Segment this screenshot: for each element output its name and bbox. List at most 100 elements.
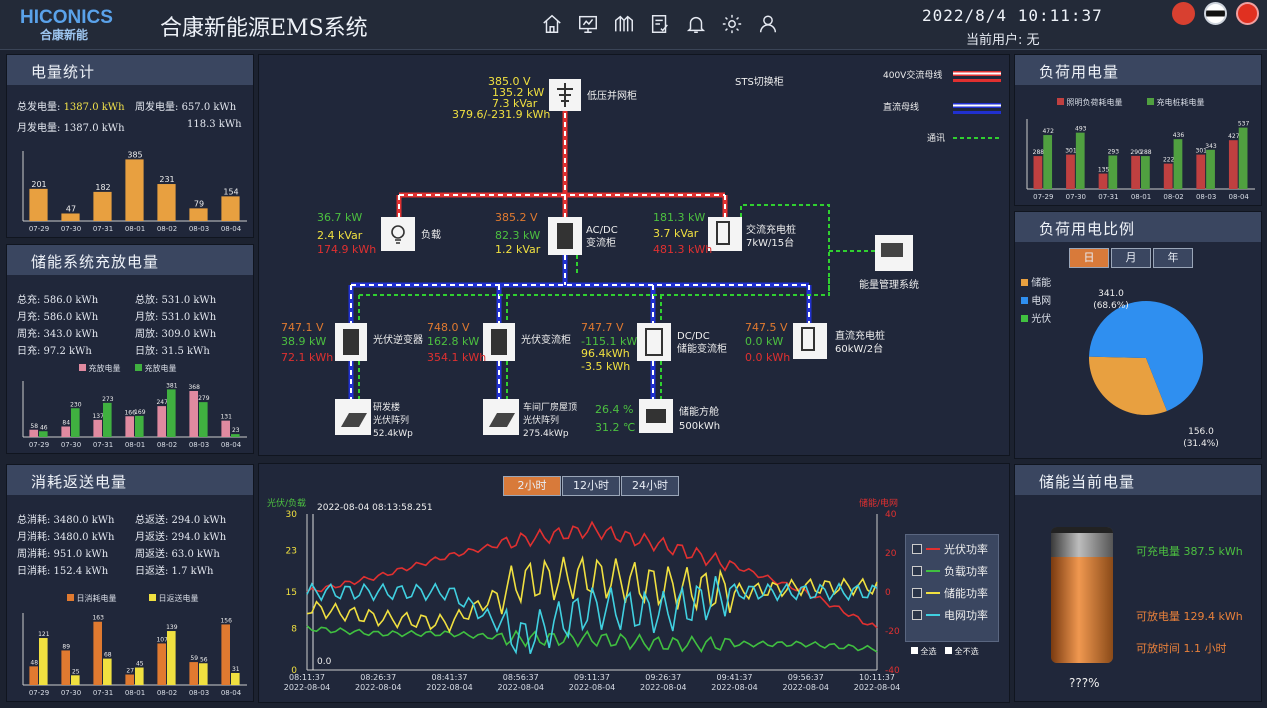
- x-tick-label: 07-31: [93, 689, 113, 697]
- trend-legend-item[interactable]: 光伏功率: [912, 541, 998, 557]
- legend-checkbox[interactable]: [912, 588, 922, 598]
- bar: [1206, 149, 1215, 189]
- pie-label: (68.6%): [1093, 301, 1129, 311]
- stat-row: 月消耗: 3480.0 kWh: [17, 532, 115, 543]
- svg-text:747.1 V: 747.1 V: [281, 321, 324, 334]
- battery-soc: ???%: [1069, 676, 1100, 690]
- stat-row: 周返送: 63.0 kWh: [135, 549, 220, 560]
- svg-text:500kWh: 500kWh: [679, 421, 720, 432]
- ratio-title: 负荷用电比例: [1015, 212, 1261, 242]
- bar-value-label: 27: [126, 668, 134, 675]
- home-icon[interactable]: [540, 12, 564, 36]
- trend-legend-item[interactable]: 电网功率: [912, 607, 998, 623]
- trend-legend-item[interactable]: 储能功率: [912, 585, 998, 601]
- left-tick: 30: [286, 510, 298, 520]
- load-bulb-icon: [381, 217, 415, 251]
- bar: [1173, 139, 1183, 189]
- select-all-checkbox[interactable]: [911, 647, 918, 654]
- ac-bus-lines: [396, 95, 728, 217]
- x-tick-date: 2022-08-04: [284, 683, 331, 692]
- stat-row: 周充: 343.0 kWh: [17, 329, 99, 340]
- stat-row: 日充: 97.2 kWh: [17, 346, 92, 357]
- bar: [1131, 155, 1140, 189]
- load-title: 负荷用电量: [1015, 55, 1261, 85]
- bar-value-label: 47: [66, 204, 76, 213]
- bar: [29, 666, 38, 685]
- x-tick-label: 08-01: [125, 441, 145, 449]
- tab-12h[interactable]: 12小时: [562, 476, 620, 496]
- battery-title: 储能当前电量: [1015, 465, 1261, 495]
- right-tick: 40: [885, 510, 897, 520]
- x-tick-date: 2022-08-04: [854, 683, 901, 692]
- bar-value-label: 472: [1042, 128, 1054, 135]
- x-tick-label: 08-02: [1163, 193, 1183, 201]
- charge-capacity: 可充电量 387.5 kWh: [1136, 545, 1243, 558]
- bar: [1043, 135, 1053, 189]
- svg-text:174.9 kWh: 174.9 kWh: [317, 243, 376, 256]
- bar-value-label: 381: [166, 382, 178, 389]
- user-badge-icon[interactable]: [1172, 2, 1195, 25]
- bar: [71, 675, 80, 685]
- right-tick: -20: [885, 627, 900, 637]
- x-tick-label: 08-01: [125, 225, 145, 233]
- legend-checkbox[interactable]: [912, 566, 922, 576]
- x-tick: 09:26:37: [645, 673, 681, 682]
- bar-value-label: 247: [156, 399, 168, 406]
- svg-text:能量管理系统: 能量管理系统: [859, 278, 919, 291]
- x-tick-date: 2022-08-04: [355, 683, 402, 692]
- tab-year[interactable]: 年: [1153, 248, 1193, 268]
- monitor-icon[interactable]: [576, 12, 600, 36]
- x-tick-label: 07-30: [61, 441, 81, 449]
- map-icon[interactable]: [612, 12, 636, 36]
- bar: [61, 426, 70, 437]
- trend-legend-item[interactable]: 负载功率: [912, 563, 998, 579]
- left-tick: 15: [286, 588, 297, 598]
- pie-label: 156.0: [1188, 427, 1214, 437]
- left-tick: 0: [291, 666, 297, 676]
- svg-text:0.0 kW: 0.0 kW: [745, 335, 783, 348]
- current-user: 当前用户: 无: [966, 33, 1040, 48]
- bell-icon[interactable]: [684, 12, 708, 36]
- bar: [199, 402, 208, 437]
- bar-value-label: 156: [220, 617, 232, 624]
- power-icon[interactable]: [1236, 2, 1259, 25]
- svg-text:光伏阵列: 光伏阵列: [373, 414, 409, 426]
- bar-value-label: 301: [1196, 148, 1208, 155]
- bar: [71, 408, 80, 437]
- x-tick-date: 2022-08-04: [426, 683, 473, 692]
- svg-text:光伏逆变器: 光伏逆变器: [373, 333, 423, 346]
- left-tick: 23: [286, 546, 297, 556]
- user-icon[interactable]: [756, 12, 780, 36]
- x-tick-label: 08-03: [189, 441, 209, 449]
- bar: [29, 188, 48, 221]
- legend-checkbox[interactable]: [912, 544, 922, 554]
- bar-value-label: 166: [124, 409, 136, 416]
- select-none-checkbox[interactable]: [945, 647, 953, 654]
- tab-24h[interactable]: 24小时: [621, 476, 679, 496]
- discharge-time: 可放时间 1.1 小时: [1136, 642, 1227, 655]
- tab-day[interactable]: 日: [1069, 248, 1109, 268]
- legend-checkbox[interactable]: [912, 610, 922, 620]
- battery-gauge: [1051, 527, 1113, 663]
- battery-fill: [1051, 556, 1113, 663]
- theme-toggle-icon[interactable]: [1204, 2, 1227, 25]
- svg-text:-115.1 kW: -115.1 kW: [581, 335, 637, 348]
- page-title: 合康新能源EMS系统: [160, 16, 368, 41]
- bar-value-label: 139: [166, 624, 178, 631]
- tab-2h[interactable]: 2小时: [503, 476, 561, 496]
- series-line: [306, 625, 878, 653]
- x-tick-label: 08-01: [1131, 193, 1151, 201]
- tab-month[interactable]: 月: [1111, 248, 1151, 268]
- bar-value-label: 48: [30, 659, 38, 666]
- bar: [93, 419, 102, 437]
- bar-value-label: 288: [1140, 149, 1152, 156]
- svg-text:储能方舱: 储能方舱: [679, 405, 719, 418]
- bar: [231, 434, 240, 437]
- right-tick: 0: [885, 588, 891, 598]
- bar: [231, 672, 240, 685]
- bar-value-label: 343: [1205, 143, 1217, 150]
- stat-row: 总返送: 294.0 kWh: [135, 515, 227, 526]
- report-icon[interactable]: [648, 12, 672, 36]
- x-tick-date: 2022-08-04: [711, 683, 758, 692]
- gear-icon[interactable]: [720, 12, 744, 36]
